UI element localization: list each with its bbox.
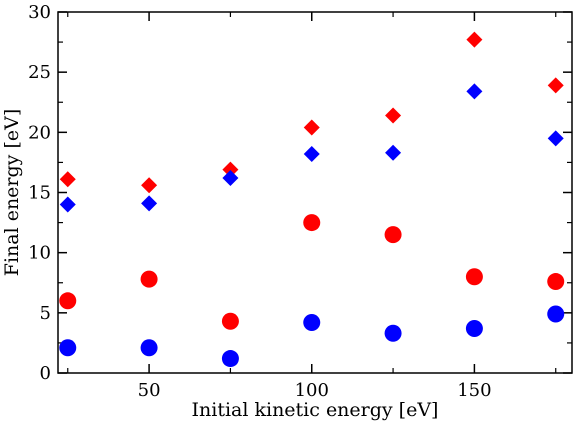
y-tick-label: 10 (28, 243, 51, 264)
data-point-circle (465, 319, 483, 337)
data-point-diamond (222, 161, 239, 178)
data-point-circle (303, 214, 321, 232)
plot-frame (57, 11, 573, 374)
data-point-diamond (141, 195, 158, 212)
data-point-diamond (547, 130, 564, 147)
data-point-diamond (547, 77, 564, 94)
data-point-circle (547, 273, 565, 291)
y-tick-label: 25 (28, 62, 51, 83)
data-point-diamond (222, 170, 239, 187)
data-point-diamond (466, 31, 483, 48)
data-point-circle (59, 339, 77, 357)
data-point-circle (384, 324, 402, 342)
data-point-circle (547, 305, 565, 323)
data-point-diamond (303, 119, 320, 136)
data-point-circle (59, 292, 77, 310)
y-axis-label: Final energy [eV] (1, 109, 23, 276)
data-point-diamond (385, 144, 402, 161)
data-point-diamond (385, 107, 402, 124)
data-point-circle (140, 339, 158, 357)
data-point-circle (221, 350, 239, 368)
data-point-diamond (141, 177, 158, 194)
y-tick-label: 0 (40, 363, 51, 384)
data-point-diamond (466, 83, 483, 100)
data-point-diamond (59, 196, 76, 213)
x-axis-label: Initial kinetic energy [eV] (192, 399, 439, 421)
data-point-circle (465, 268, 483, 286)
y-tick-label: 15 (28, 183, 51, 204)
data-point-diamond (59, 171, 76, 188)
data-point-circle (384, 226, 402, 244)
y-tick-label: 30 (28, 2, 51, 23)
x-tick-label: 150 (457, 380, 491, 401)
data-point-circle (140, 270, 158, 288)
y-tick-label: 20 (28, 122, 51, 143)
x-tick-label: 50 (138, 380, 161, 401)
ticks-layer: 50 100 150 0 5 10 15 20 25 30 (28, 2, 572, 401)
data-point-diamond (303, 145, 320, 162)
marks-layer (59, 31, 565, 368)
data-point-circle (221, 312, 239, 330)
data-point-circle (303, 313, 321, 331)
y-tick-label: 5 (40, 303, 51, 324)
x-tick-label: 100 (295, 380, 329, 401)
